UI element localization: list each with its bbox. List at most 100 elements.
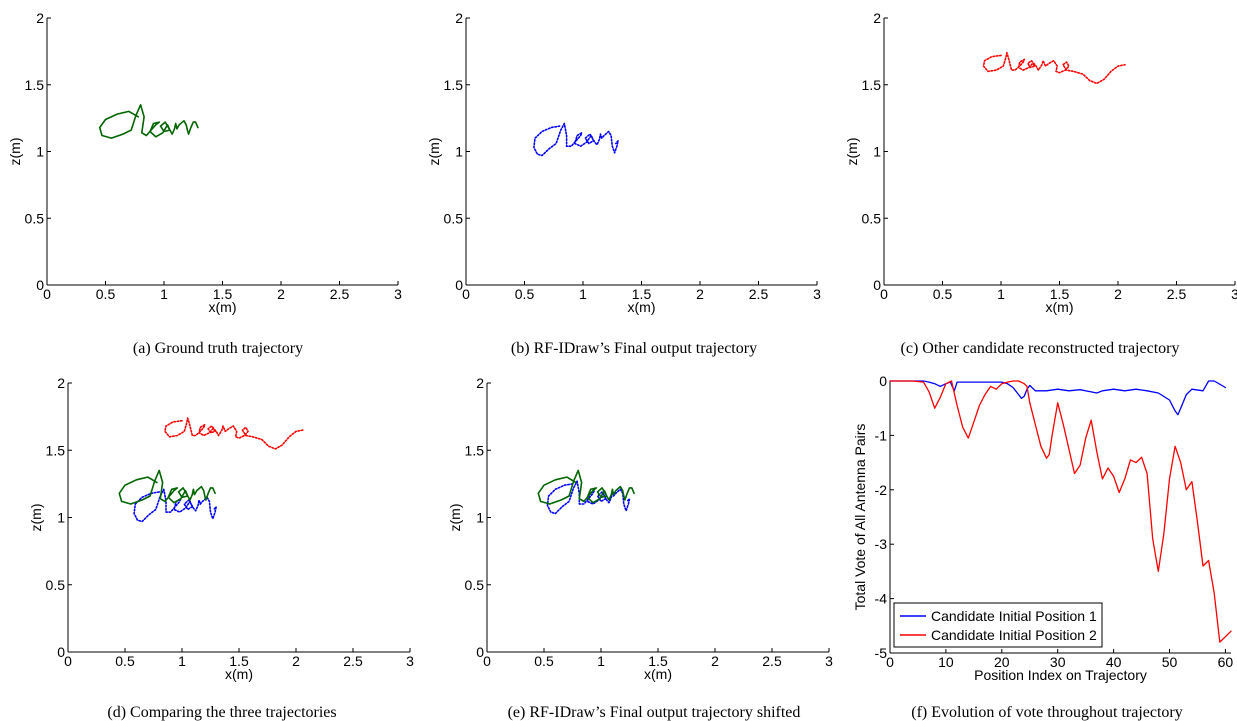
y-tick-label: 0 — [879, 373, 887, 389]
plot-area — [889, 380, 1232, 643]
x-tick-label: 10 — [938, 654, 954, 670]
x-tick-label: 0.5 — [96, 286, 116, 302]
subplot-d: 0 0.5 1 1.5 2 2.5 3 0 0.5 1 1.5 2 x(m) z(m) (d) Compar… — [28, 375, 414, 721]
y-tick-label: 2 — [476, 375, 484, 391]
x-tick-label: 1 — [178, 653, 186, 669]
y-tick-label: -4 — [875, 591, 888, 607]
ground-truth-trajectory — [537, 469, 635, 505]
x-tick-label: 3 — [1231, 286, 1237, 302]
x-tick-label: 1.5 — [648, 653, 668, 669]
y-tick-label: 1 — [455, 144, 463, 160]
output-trajectory — [546, 480, 631, 515]
y-axis-label: z(m) — [844, 138, 860, 166]
legend-entry: Candidate Initial Position 2 — [931, 627, 1097, 643]
subplot-e: 0 0.5 1 1.5 2 2.5 3 0 0.5 1 1.5 2 x(m) z(m) (e) RF-IDr… — [447, 375, 833, 721]
x-tick-label: 3 — [813, 286, 821, 302]
plot-area — [98, 104, 199, 139]
x-tick-label: 0.5 — [115, 653, 135, 669]
x-tick-label: 1 — [160, 286, 168, 302]
legend: Candidate Initial Position 1 Candidate In… — [893, 602, 1103, 648]
x-tick-label: 0 — [880, 286, 888, 302]
x-tick-label: 20 — [994, 654, 1010, 670]
y-tick-label: -3 — [875, 536, 888, 552]
x-tick-label: 2 — [292, 653, 300, 669]
y-tick-label: 0.5 — [862, 210, 882, 226]
candidate-trajectory — [164, 417, 304, 450]
ground-truth-trajectory — [98, 104, 199, 139]
x-axis-label: x(m) — [644, 666, 672, 682]
x-tick-label: 1.5 — [632, 286, 652, 302]
y-tick-label: 1.5 — [46, 442, 66, 458]
x-tick-label: 2.5 — [330, 286, 350, 302]
output-trajectory — [533, 122, 619, 157]
y-tick-label: 1 — [873, 144, 881, 160]
y-tick-label: 0 — [57, 644, 65, 660]
x-tick-label: 30 — [1050, 654, 1066, 670]
y-tick-label: 0.5 — [444, 210, 464, 226]
x-tick-label: 1 — [997, 286, 1005, 302]
y-axis-label: z(m) — [447, 504, 463, 532]
y-tick-label: 1 — [476, 510, 484, 526]
subplot-caption: (b) RF-IDraw’s Final output trajectory — [511, 340, 757, 357]
subplot-b: 0 0.5 1 1.5 2 2.5 3 0 0.5 1 1.5 2 x(m) z(m) (b) RF-IDr… — [426, 10, 821, 357]
plot-area — [118, 417, 304, 523]
y-axis-label: z(m) — [426, 138, 442, 166]
x-tick-label: 1.5 — [213, 286, 233, 302]
x-tick-label: 3 — [394, 286, 402, 302]
x-tick-label: 2.5 — [1167, 286, 1187, 302]
y-axis-label: z(m) — [28, 504, 44, 532]
x-tick-label: 1 — [597, 653, 605, 669]
subplot-caption: (d) Comparing the three trajectories — [107, 704, 336, 721]
y-tick-label: 0.5 — [465, 577, 485, 593]
subplot-f: 0 10 20 30 40 50 60 -5 -4 -3 -2 -1 0 Position Index o… — [852, 373, 1233, 721]
y-tick-label: 1.5 — [25, 77, 45, 93]
x-tick-label: 1.5 — [1050, 286, 1070, 302]
y-tick-label: 0.5 — [46, 577, 66, 593]
y-tick-label: 0 — [455, 277, 463, 293]
x-tick-label: 2.5 — [762, 653, 782, 669]
x-tick-label: 0 — [483, 653, 491, 669]
x-tick-label: 2 — [696, 286, 704, 302]
y-tick-label: 1 — [57, 510, 65, 526]
y-tick-label: -1 — [875, 427, 888, 443]
plot-area — [982, 51, 1126, 85]
y-tick-label: -2 — [875, 482, 888, 498]
series-line-2 — [889, 380, 1232, 643]
x-tick-label: 0 — [886, 654, 894, 670]
x-tick-label: 3 — [825, 653, 833, 669]
y-tick-label: 0.5 — [25, 210, 45, 226]
x-axis-label: Position Index on Trajectory — [974, 667, 1147, 683]
plot-area — [537, 469, 635, 515]
x-axis-label: x(m) — [628, 299, 656, 315]
y-axis-label: z(m) — [7, 138, 23, 166]
x-tick-label: 2 — [711, 653, 719, 669]
y-tick-label: 1 — [36, 144, 44, 160]
x-tick-label: 1 — [579, 286, 587, 302]
x-tick-label: 50 — [1162, 654, 1178, 670]
plot-area — [533, 122, 619, 157]
x-tick-label: 0 — [462, 286, 470, 302]
legend-entry: Candidate Initial Position 1 — [931, 608, 1097, 624]
legend-box — [893, 602, 1103, 648]
y-tick-label: 2 — [36, 10, 44, 26]
subplot-caption: (a) Ground truth trajectory — [133, 340, 303, 357]
x-tick-label: 2.5 — [343, 653, 363, 669]
x-tick-label: 2.5 — [749, 286, 769, 302]
y-axis-label: Total Vote of All Antenna Pairs — [852, 424, 868, 611]
y-tick-label: -5 — [875, 645, 888, 661]
subplot-caption: (f) Evolution of vote throughout traject… — [911, 704, 1182, 721]
candidate-trajectory — [982, 51, 1126, 85]
x-tick-label: 0 — [43, 286, 51, 302]
subplot-a: 0 0.5 1 1.5 2 2.5 3 0 0.5 1 1.5 2 x(m) z(m) (a) Ground… — [7, 10, 402, 357]
x-tick-label: 60 — [1218, 654, 1234, 670]
x-tick-label: 3 — [406, 653, 414, 669]
y-tick-label: 0 — [36, 277, 44, 293]
subplot-caption: (e) RF-IDraw’s Final output trajectory s… — [508, 704, 801, 721]
ground-truth-trajectory — [118, 469, 216, 505]
x-axis-label: x(m) — [1046, 299, 1074, 315]
x-axis-label: x(m) — [225, 666, 253, 682]
x-tick-label: 1.5 — [229, 653, 249, 669]
x-tick-label: 0.5 — [534, 653, 554, 669]
y-tick-label: 2 — [873, 10, 881, 26]
